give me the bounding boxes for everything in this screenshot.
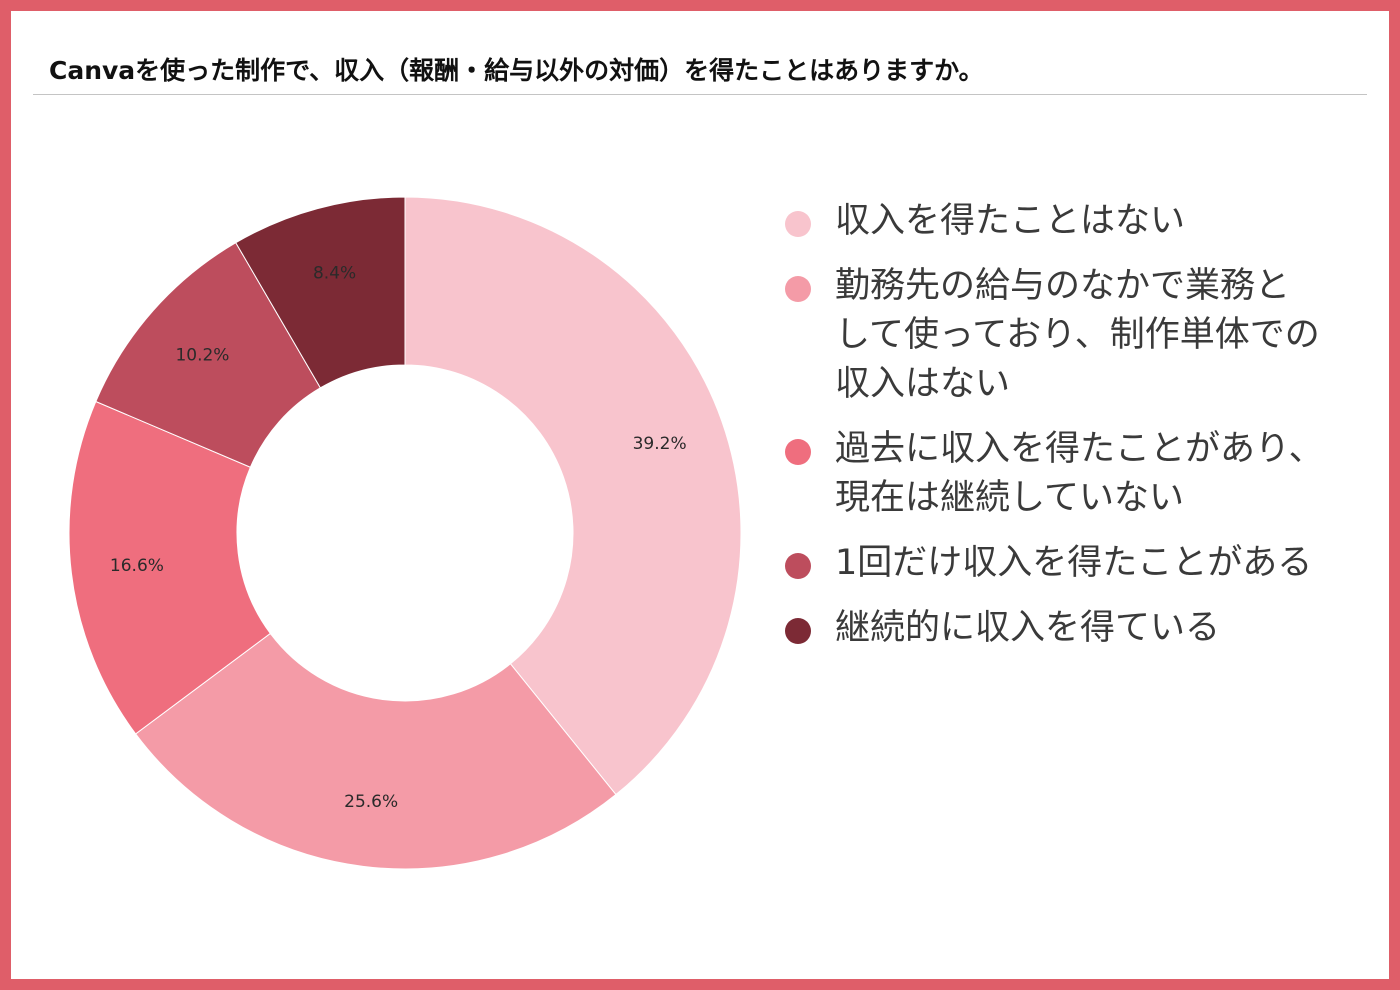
legend-label-1: 収入を得たことはない <box>835 201 1186 241</box>
legend-swatch-5 <box>785 618 811 644</box>
slice-value-label-1: 39.2% <box>633 434 687 454</box>
legend-label-3: 過去に収入を得たことがあり、 現在は継続していない <box>835 429 1324 518</box>
title-divider <box>33 94 1367 95</box>
donut-slice-1 <box>404 196 742 796</box>
slice-value-label-5: 8.4% <box>313 263 356 283</box>
donut-slice-3 <box>68 400 272 735</box>
slice-value-label-2: 25.6% <box>344 792 398 812</box>
slice-value-label-4: 10.2% <box>175 345 229 365</box>
donut-slice-2 <box>134 632 617 870</box>
legend-swatch-4 <box>785 553 811 579</box>
slice-labels: 39.2% 25.6% 16.6% 10.2% 8.4% <box>110 263 687 812</box>
donut-slice-4 <box>95 242 322 468</box>
legend-item-5: 継続的に収入を得ている <box>785 604 1365 653</box>
legend-label-2: 勤務先の給与のなかで業務と して使っており、制作単体での 収入はない <box>835 266 1320 404</box>
donut-slices <box>68 196 742 870</box>
legend-item-1: 収入を得たことはない <box>785 197 1365 246</box>
chart-title: Canvaを使った制作で、収入（報酬・給与以外の対価）を得たことはありますか。 <box>49 56 984 85</box>
donut-slice-5 <box>235 196 406 389</box>
slice-value-label-3: 16.6% <box>110 556 164 576</box>
legend: 収入を得たことはない勤務先の給与のなかで業務と して使っており、制作単体での 収… <box>785 197 1365 669</box>
legend-item-3: 過去に収入を得たことがあり、 現在は継続していない <box>785 425 1365 523</box>
legend-label-4: 1回だけ収入を得たことがある <box>835 543 1313 583</box>
legend-label-5: 継続的に収入を得ている <box>835 608 1221 648</box>
legend-swatch-1 <box>785 211 811 237</box>
legend-swatch-2 <box>785 276 811 302</box>
legend-swatch-3 <box>785 439 811 465</box>
legend-item-2: 勤務先の給与のなかで業務と して使っており、制作単体での 収入はない <box>785 262 1365 409</box>
donut-chart: 39.2% 25.6% 16.6% 10.2% 8.4% <box>68 196 742 870</box>
legend-item-4: 1回だけ収入を得たことがある <box>785 539 1365 588</box>
